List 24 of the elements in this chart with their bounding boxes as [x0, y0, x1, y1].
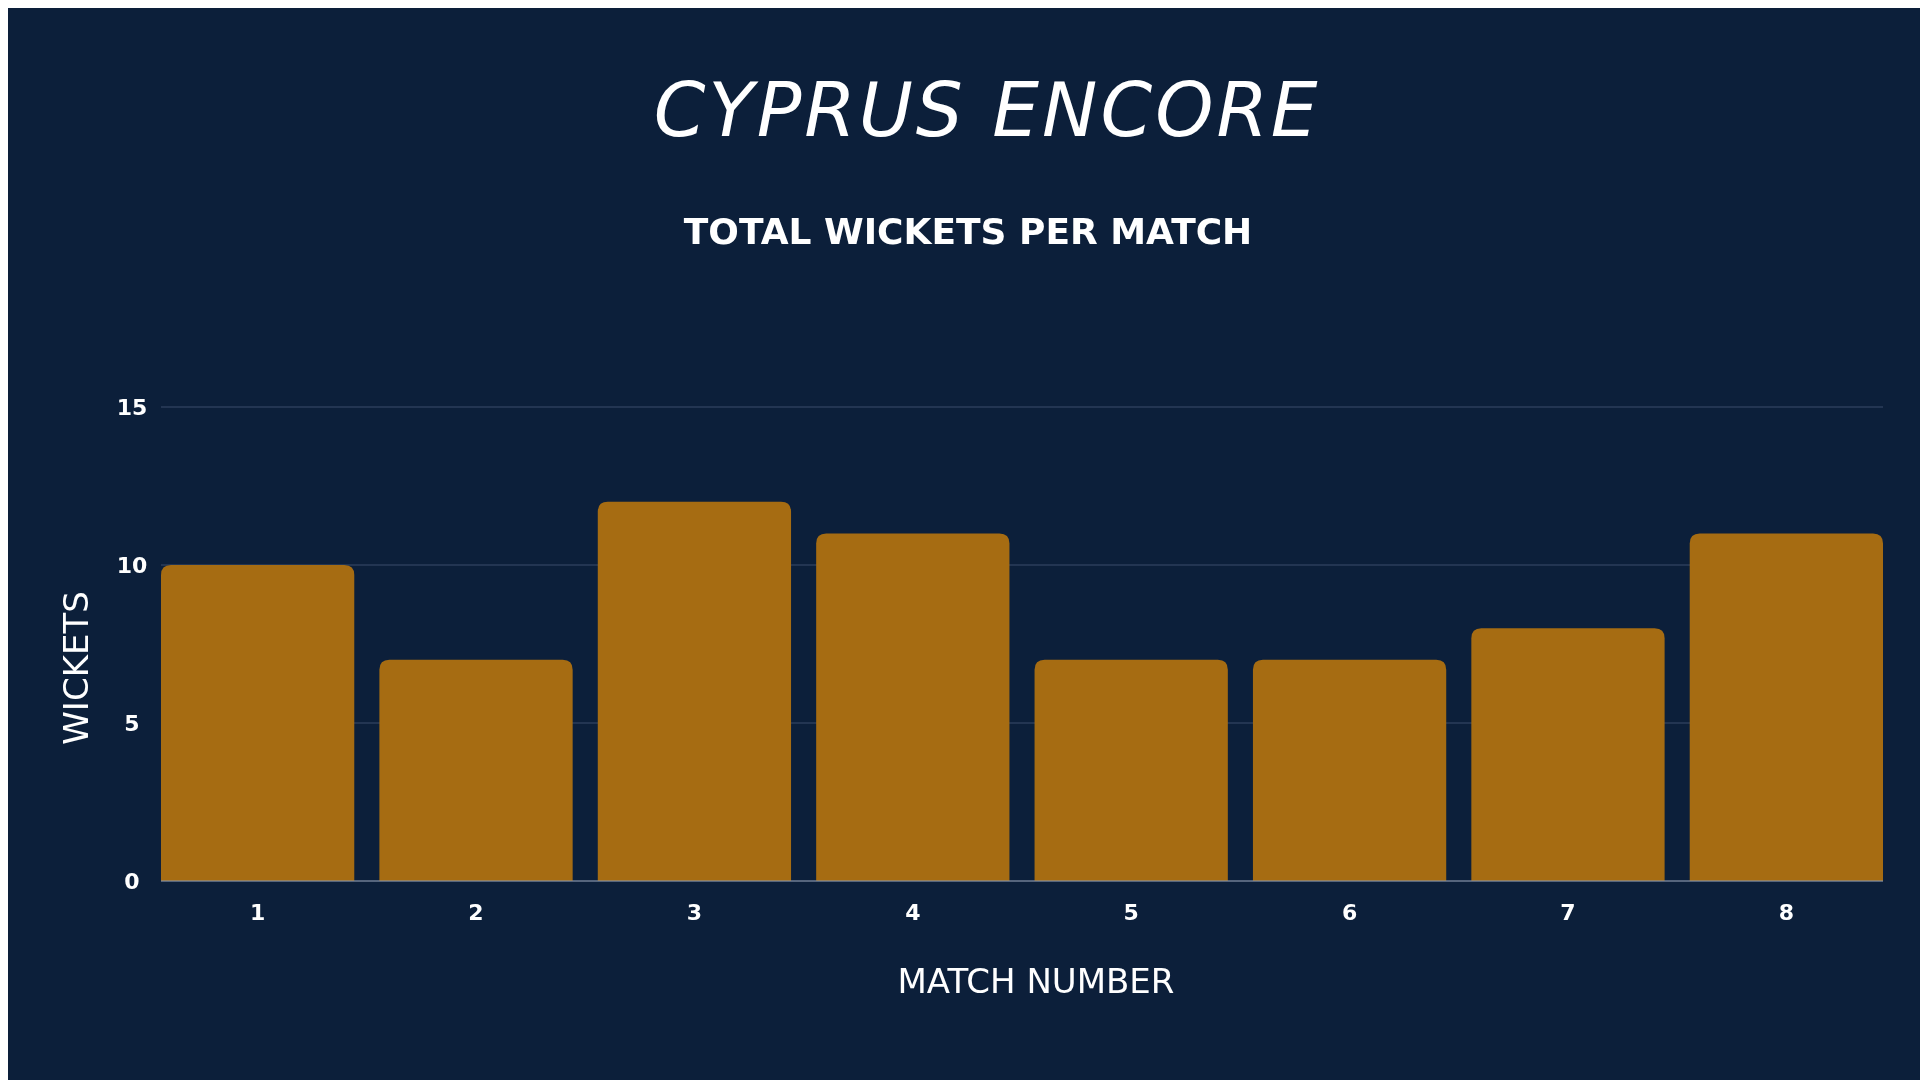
y-tick-label: 15	[116, 394, 148, 420]
bar	[816, 533, 1010, 881]
chart-subtitle: TOTAL WICKETS PER MATCH	[683, 211, 1253, 252]
x-tick-label: 8	[1778, 899, 1795, 925]
chart-title: CYPRUS ENCORE	[653, 67, 1321, 153]
bar	[1689, 533, 1883, 881]
x-tick-label: 7	[1560, 899, 1576, 925]
y-tick-label: 0	[124, 868, 140, 894]
x-tick-label: 5	[1123, 899, 1139, 925]
y-axis-title: WICKETS	[56, 591, 96, 745]
bar	[379, 659, 573, 881]
y-tick-label: 10	[116, 552, 148, 578]
x-tick-label: 6	[1341, 899, 1358, 925]
x-tick-label: 4	[905, 899, 921, 925]
bar	[1252, 659, 1447, 881]
x-tick-label: 1	[249, 899, 266, 925]
x-tick-label: 2	[468, 899, 484, 925]
bar	[1034, 659, 1228, 881]
bar	[1471, 628, 1665, 881]
bar	[597, 501, 792, 881]
x-tick-label: 3	[686, 899, 703, 925]
bar	[161, 565, 355, 881]
y-tick-label: 5	[124, 710, 140, 736]
x-axis-title: MATCH NUMBER	[897, 961, 1175, 1001]
